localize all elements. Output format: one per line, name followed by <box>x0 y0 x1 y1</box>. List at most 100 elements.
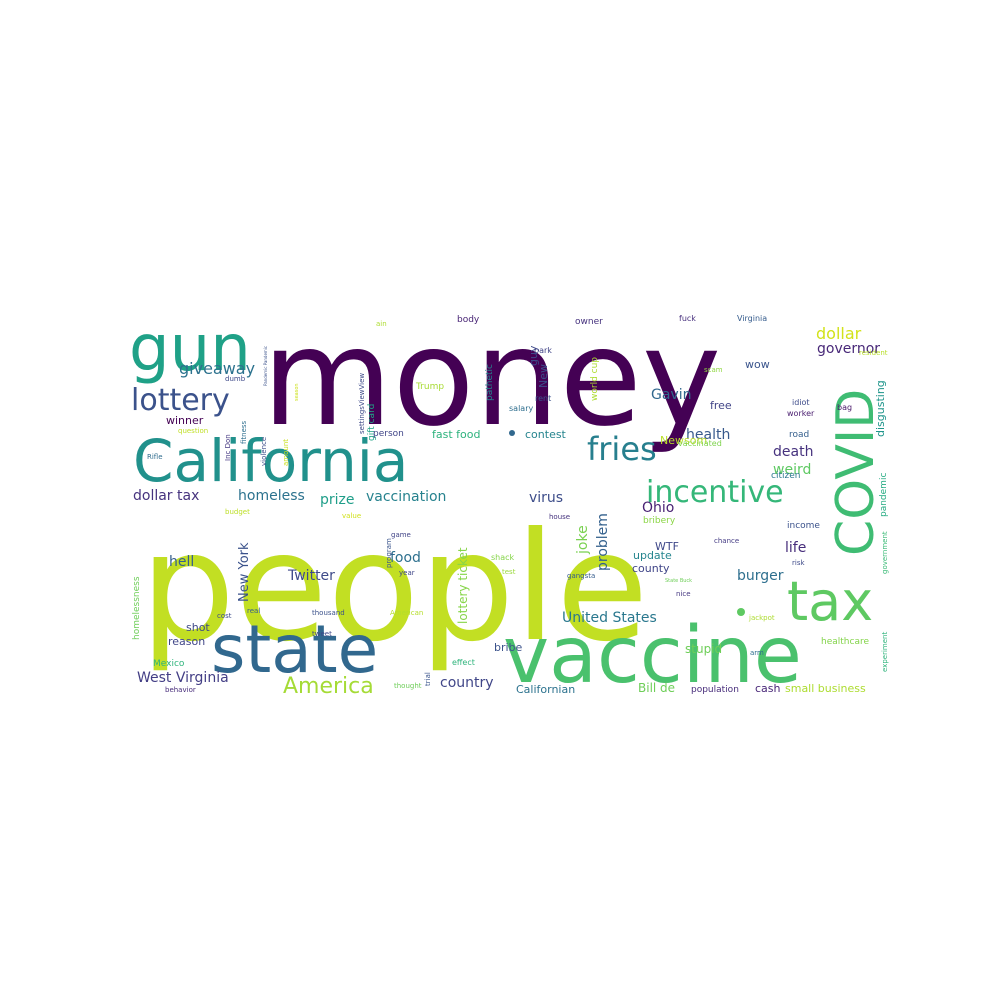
word-incentive: incentive <box>646 475 784 510</box>
word-bill-de: Bill de <box>638 681 675 695</box>
word-ain: ain <box>376 320 387 328</box>
word-california: California <box>133 427 408 495</box>
word-people: people <box>140 501 648 675</box>
word-homeless: homeless <box>238 488 305 504</box>
word-lottery-ticket: lottery ticket <box>456 547 470 624</box>
word-amount: amount <box>282 439 290 466</box>
word-bag: bag <box>837 403 852 412</box>
word-test: test <box>502 568 516 576</box>
word-world-cup: world cup <box>590 357 600 401</box>
word-effect: effect <box>452 658 475 667</box>
word-pandemic-pandemic: Pandemic Pandemic <box>263 346 268 386</box>
word-rent: rent <box>535 394 551 403</box>
word-lottery: lottery <box>131 383 230 418</box>
word-america: America <box>283 674 374 696</box>
word-food: food <box>390 550 421 566</box>
word-united-states: United States <box>562 610 657 626</box>
word-worker: worker <box>787 409 815 418</box>
word-dumb: dumb <box>225 375 246 383</box>
word-disgusting: disgusting <box>874 380 887 437</box>
word-contest: contest <box>525 428 567 441</box>
word-government: government <box>881 531 889 574</box>
word-jackpot: jackpot <box>748 614 775 622</box>
word-trump: Trump <box>415 382 444 392</box>
word-giveaway: giveaway <box>179 359 255 378</box>
word-tweet: tweet <box>312 630 332 638</box>
word-person: person <box>373 429 404 439</box>
word-cloud-canvas: money people California vaccine state gu… <box>129 306 889 696</box>
word-salary: salary <box>509 404 533 413</box>
word-park: park <box>534 346 552 355</box>
word-house: house <box>549 513 570 521</box>
word-governor: governor <box>817 341 880 357</box>
dot-mark <box>509 430 515 436</box>
word-bribe: bribe <box>494 641 523 654</box>
word-ohio: Ohio <box>642 500 674 516</box>
word-chance: chance <box>714 537 739 545</box>
word-trial: trial <box>424 672 432 686</box>
word-question: question <box>178 427 208 435</box>
word-mexico: Mexico <box>153 659 185 669</box>
word-free: free <box>710 399 732 412</box>
word-prize: prize <box>320 492 355 508</box>
word-virginia: Virginia <box>737 314 767 323</box>
word-country: country <box>440 675 494 691</box>
word-joke: joke <box>575 525 591 555</box>
word-nice: nice <box>676 590 691 598</box>
word-new: New <box>537 364 550 388</box>
word-vaccine: vaccine <box>503 611 802 696</box>
word-resident: resident <box>859 349 888 357</box>
word-homelessness: homelessness <box>132 576 142 640</box>
word-risk: risk <box>792 559 805 567</box>
word-dollar: dollar <box>816 324 862 343</box>
word-american: American <box>390 609 423 617</box>
word-cost: cost <box>217 612 232 620</box>
word-fast-food: fast food <box>432 428 480 441</box>
word-gangsta: gangsta <box>567 572 595 580</box>
word-thought: thought <box>394 682 422 690</box>
word-fries: fries <box>587 430 657 468</box>
word-covid: COVID <box>826 389 886 556</box>
word-program: program <box>385 538 393 568</box>
word-californian: Californian <box>516 683 575 696</box>
word-fitness: fitness <box>240 420 248 444</box>
word-stupid: stupid <box>685 642 722 656</box>
word-season: season <box>294 383 300 401</box>
word-hell: hell <box>169 554 194 570</box>
word-real: real <box>247 607 260 615</box>
word-gun: gun <box>129 312 251 386</box>
word-scam: scam <box>704 366 723 374</box>
word-tax: tax <box>787 570 873 633</box>
word-west-virginia: West Virginia <box>137 670 229 686</box>
word-death: death <box>773 444 813 460</box>
word-vaccination: vaccination <box>366 489 446 505</box>
word-burger: burger <box>737 568 784 584</box>
word-wtf: WTF <box>655 540 679 553</box>
word-twitter: Twitter <box>287 568 335 584</box>
word-fuck: fuck <box>679 314 696 323</box>
word-cloud: money people California vaccine state gu… <box>125 306 895 696</box>
word-budget: budget <box>225 508 250 516</box>
word-citizen: citizen <box>771 471 800 481</box>
word-state-buck: State Buck <box>665 578 692 584</box>
word-weird: weird <box>773 462 811 478</box>
word-newsom: Newsom <box>660 434 707 447</box>
word-life: life <box>785 540 806 556</box>
word-wow: wow <box>745 358 770 371</box>
dot-mark <box>737 608 745 616</box>
word-gift-card: gift card <box>367 404 377 441</box>
word-violence: violence <box>260 437 268 466</box>
word-owner: owner <box>575 317 603 327</box>
word-new-york: New York <box>237 542 252 602</box>
word-reason: reason <box>168 635 205 648</box>
word-thousand: thousand <box>312 609 345 617</box>
word-inc-don: Inc Don <box>224 434 232 461</box>
word-pandemic: pandemic <box>879 473 889 517</box>
word-arm: arm <box>750 649 764 657</box>
word-bribery: bribery <box>643 516 676 526</box>
word-dollar-tax: dollar tax <box>133 488 199 504</box>
word-rifle: Rifle <box>147 453 163 461</box>
word-idiot: idiot <box>792 398 810 407</box>
word-virus: virus <box>529 490 563 506</box>
word-county: county <box>632 562 670 575</box>
